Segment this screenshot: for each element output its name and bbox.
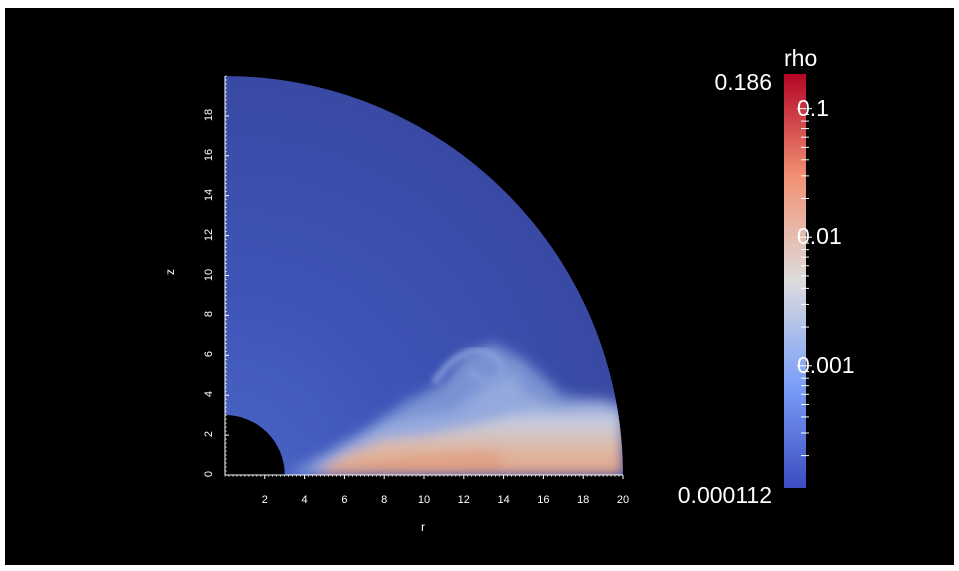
x-tick-label: 16 [537, 494, 550, 506]
y-tick-label: 14 [203, 188, 215, 201]
y-tick-label: 16 [203, 148, 215, 161]
x-tick-label: 8 [381, 494, 388, 506]
y-tick-label: 10 [203, 268, 215, 281]
colorbar-ticks [797, 108, 812, 457]
y-tick-label: 6 [203, 351, 215, 358]
plot-axes [224, 75, 624, 479]
x-tick-label: 14 [497, 494, 510, 506]
x-tick-label: 2 [261, 494, 268, 506]
x-tick-label: 18 [577, 494, 590, 506]
colorbar-min-label: 0.000112 [677, 482, 772, 508]
colorbar-tick-label: 0.001 [797, 351, 855, 378]
x-tick-label: 6 [341, 494, 348, 506]
y-tick-label: 2 [203, 431, 215, 438]
y-tick-label: 8 [203, 311, 215, 318]
render-view: rho 0.186 0.000112 0.1 0.01 0.001 r z 2 4 6 8… [5, 8, 954, 565]
x-tick-label: 12 [457, 494, 470, 506]
x-tick-label: 4 [301, 494, 308, 506]
density-plot [224, 74, 812, 488]
y-tick-label: 4 [203, 391, 215, 398]
x-tick-label: 10 [417, 494, 431, 506]
y-tick-label: 18 [203, 108, 215, 122]
colorbar-max-label: 0.186 [714, 69, 772, 95]
colorbar [784, 74, 806, 488]
y-tick-label: 12 [203, 228, 215, 241]
x-axis-label: r [421, 520, 425, 534]
y-tick-label: 0 [203, 470, 215, 478]
density-field [225, 76, 623, 475]
x-tick-label: 20 [616, 494, 630, 506]
colorbar-tick-label: 0.1 [797, 94, 829, 121]
colorbar-tick-label: 0.01 [797, 223, 842, 250]
colorbar-title: rho [784, 45, 818, 71]
y-axis-label: z [163, 269, 177, 275]
